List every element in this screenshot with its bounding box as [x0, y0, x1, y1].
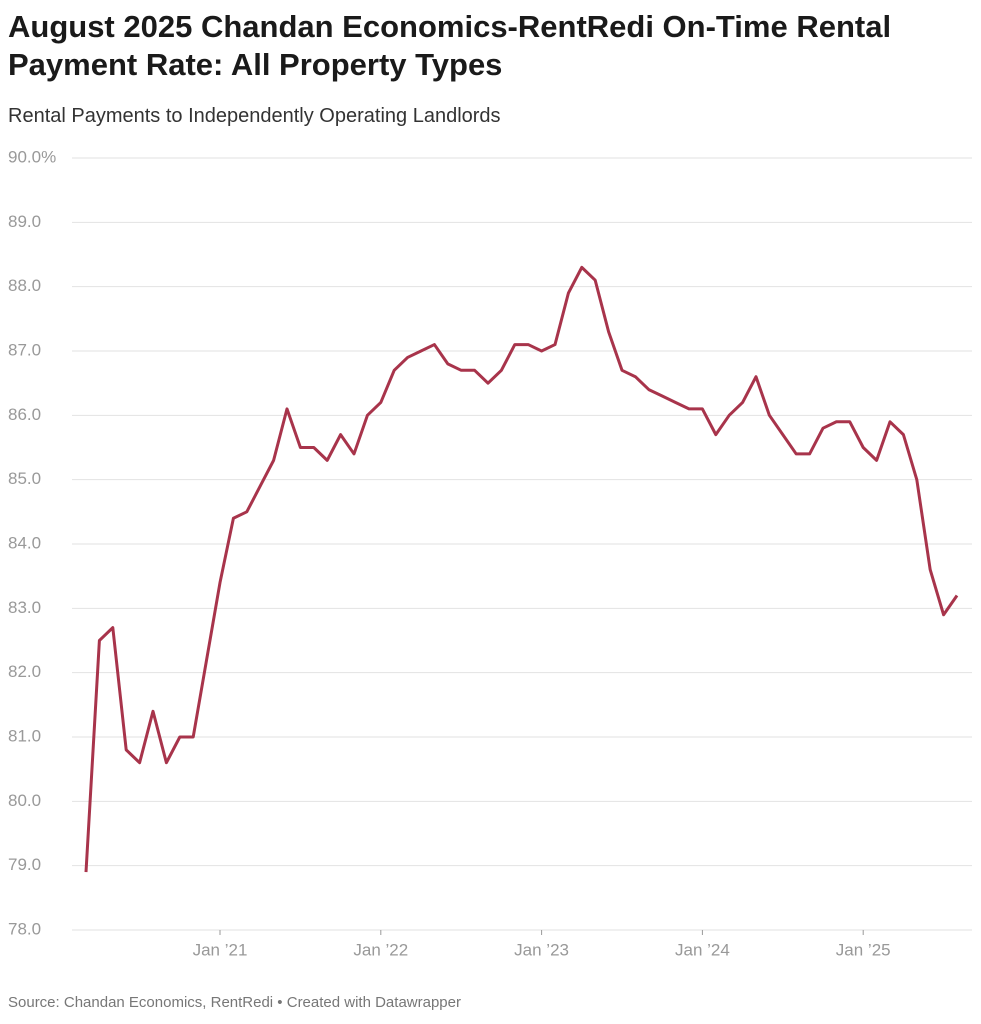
y-tick-label: 86.0: [8, 405, 41, 424]
y-tick-label: 80.0: [8, 791, 41, 810]
source-note: Source: Chandan Economics, RentRedi • Cr…: [8, 994, 461, 1011]
y-tick-label: 90.0%: [8, 147, 56, 166]
y-tick-label: 85.0: [8, 469, 41, 488]
y-tick-label: 83.0: [8, 598, 41, 617]
y-tick-label: 78.0: [8, 919, 41, 938]
y-tick-label: 79.0: [8, 855, 41, 874]
y-tick-label: 81.0: [8, 726, 41, 745]
y-tick-label: 84.0: [8, 533, 41, 552]
x-tick-label: Jan ’24: [675, 940, 730, 959]
x-tick-label: Jan ’22: [353, 940, 408, 959]
chart-title: August 2025 Chandan Economics-RentRedi O…: [8, 9, 892, 82]
x-tick-label: Jan ’21: [193, 940, 248, 959]
y-tick-label: 87.0: [8, 340, 41, 359]
x-tick-label: Jan ’23: [514, 940, 569, 959]
y-tick-label: 82.0: [8, 662, 41, 681]
data-line: [84, 265, 959, 873]
chart-subtitle: Rental Payments to Independently Operati…: [8, 105, 501, 127]
y-tick-label: 89.0: [8, 212, 41, 231]
y-tick-label: 88.0: [8, 276, 41, 295]
chart: 78.0 79.0 80.0 81.0 82.0 83.0 84.0 85.0 86.0 87.0…: [8, 147, 972, 959]
x-tick-label: Jan ’25: [836, 940, 891, 959]
